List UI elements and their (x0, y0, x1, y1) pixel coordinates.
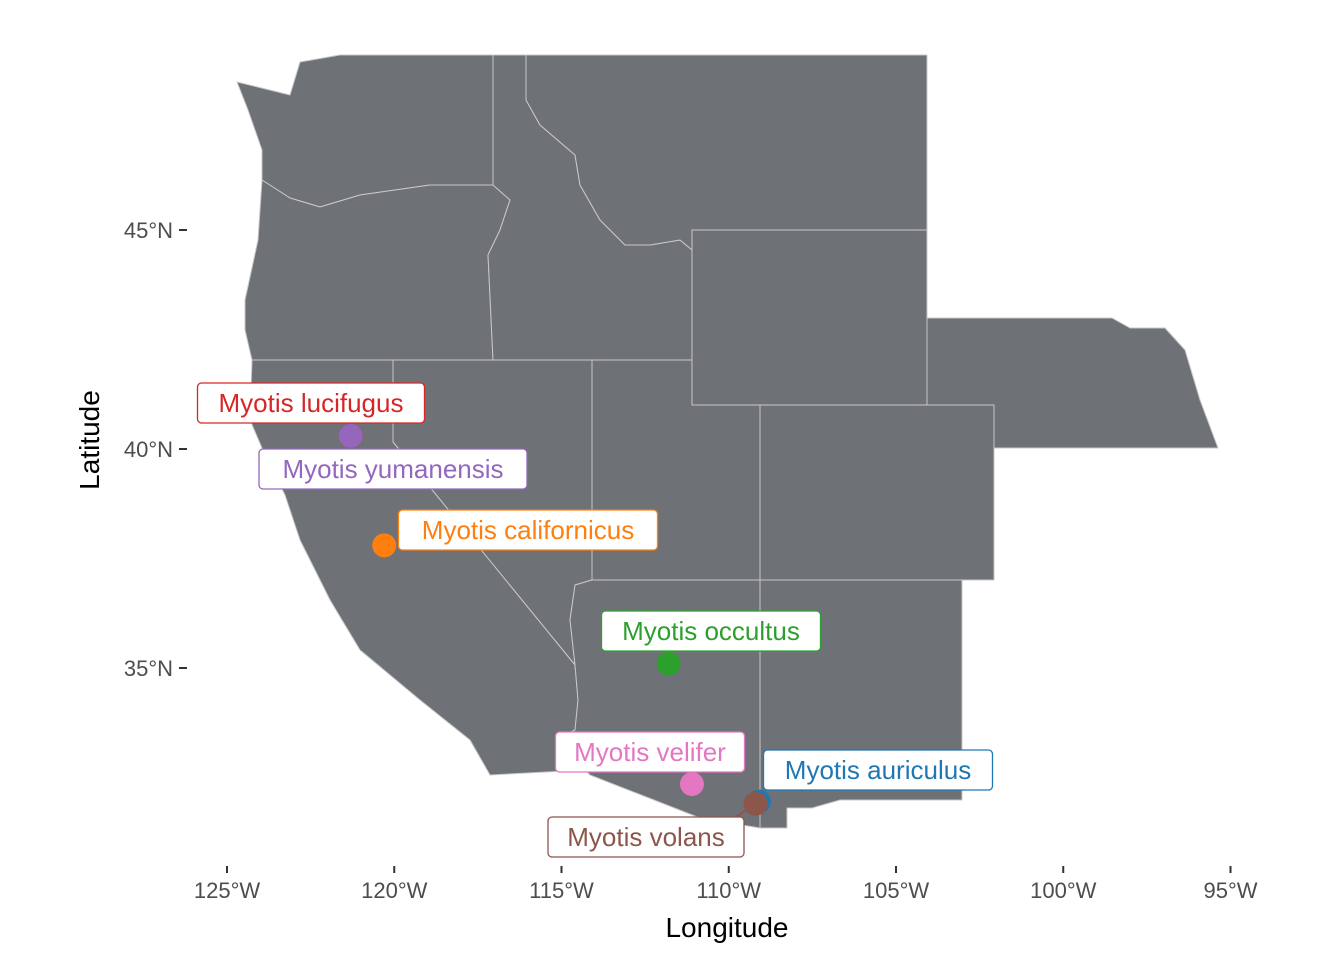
x-tick-label: 115°W (529, 878, 594, 903)
label-box (600, 610, 822, 652)
point-label: Myotis californicus (397, 509, 659, 551)
data-point (372, 533, 397, 558)
label-text: Myotis velifer (574, 737, 726, 767)
x-axis-title: Longitude (665, 912, 788, 943)
point-labels: Myotis lucifugus Myotis yumanensis Myotis … (196, 382, 994, 858)
y-tick-label: 40°N (124, 437, 173, 462)
point-label: Myotis occultus (600, 610, 822, 652)
x-tick-label: 125°W (194, 878, 261, 903)
label-text: Myotis occultus (622, 616, 800, 646)
x-tick-label: 110°W (696, 878, 761, 903)
y-tick-label: 35°N (124, 656, 173, 681)
data-point (743, 791, 768, 816)
label-box (397, 509, 659, 551)
points (338, 423, 771, 818)
point-label: Myotis velifer (554, 731, 746, 773)
point-label: Myotis yumanensis (258, 448, 528, 490)
point-label: Myotis auriculus (762, 749, 994, 791)
axes: 125°W 120°W 115°W 110°W 105°W 100°W 95°W 45°N 40… (124, 218, 1258, 903)
x-tick-label: 105°W (863, 878, 930, 903)
label-text: Myotis auriculus (785, 755, 971, 785)
y-tick-label: 45°N (124, 218, 173, 243)
label-text: Myotis volans (567, 822, 725, 852)
y-axis-title: Latitude (74, 390, 105, 490)
label-box (547, 816, 745, 858)
label-text: Myotis californicus (422, 515, 634, 545)
data-point (338, 423, 363, 448)
state-oregon (244, 179, 511, 361)
label-box (762, 749, 994, 791)
data-point (656, 651, 681, 676)
label-box (196, 382, 426, 424)
state-map (236, 54, 1219, 829)
point-label: Myotis volans (547, 816, 745, 858)
point-label: Myotis lucifugus (196, 382, 426, 424)
data-point (679, 772, 704, 797)
label-box (554, 731, 746, 773)
x-tick-label: 120°W (361, 878, 428, 903)
state-wyoming (691, 229, 928, 406)
x-tick-label: 95°W (1203, 878, 1257, 903)
x-tick-label: 100°W (1030, 878, 1097, 903)
label-text: Myotis yumanensis (282, 454, 503, 484)
state-colorado (759, 404, 995, 581)
label-box (258, 448, 528, 490)
label-text: Myotis lucifugus (219, 388, 404, 418)
state-washington (236, 54, 494, 208)
